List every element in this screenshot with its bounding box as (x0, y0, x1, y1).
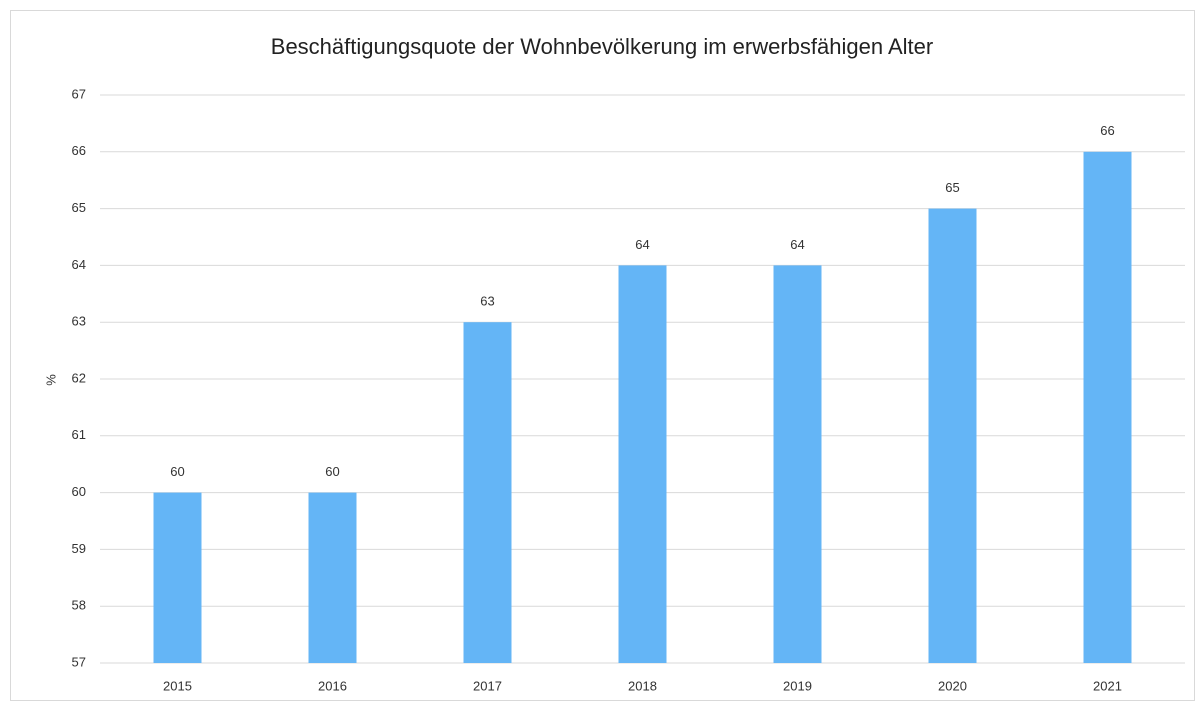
data-label: 60 (170, 464, 184, 479)
bar (618, 265, 667, 663)
y-tick-label: 65 (72, 200, 86, 215)
y-tick-label: 64 (72, 257, 86, 272)
bar (463, 322, 512, 663)
y-tick-label: 67 (72, 86, 86, 101)
y-tick-label: 62 (72, 370, 86, 385)
bar (153, 492, 202, 663)
bar (1083, 151, 1132, 664)
x-tick-label: 2021 (1093, 678, 1122, 693)
x-tick-label: 2019 (783, 678, 812, 693)
y-tick-label: 59 (72, 541, 86, 556)
y-tick-label: 63 (72, 314, 86, 329)
bar (928, 208, 977, 663)
y-tick-label: 57 (72, 654, 86, 669)
x-tick-label: 2017 (473, 678, 502, 693)
x-tick-label: 2020 (938, 678, 967, 693)
y-axis-label: % (43, 374, 58, 386)
data-label: 60 (325, 464, 339, 479)
data-label: 64 (635, 237, 649, 252)
x-tick-label: 2015 (163, 678, 192, 693)
data-label: 66 (1100, 123, 1114, 138)
data-label: 64 (790, 237, 804, 252)
y-tick-label: 58 (72, 598, 86, 613)
data-label: 65 (945, 180, 959, 195)
bar (308, 492, 357, 663)
data-label: 63 (480, 294, 494, 309)
chart-frame (10, 10, 1195, 701)
bar (773, 265, 822, 663)
y-tick-label: 60 (72, 484, 86, 499)
x-tick-label: 2016 (318, 678, 347, 693)
y-tick-label: 61 (72, 427, 86, 442)
x-tick-label: 2018 (628, 678, 657, 693)
chart-title: Beschäftigungsquote der Wohnbevölkerung … (271, 34, 933, 59)
y-tick-label: 66 (72, 143, 86, 158)
